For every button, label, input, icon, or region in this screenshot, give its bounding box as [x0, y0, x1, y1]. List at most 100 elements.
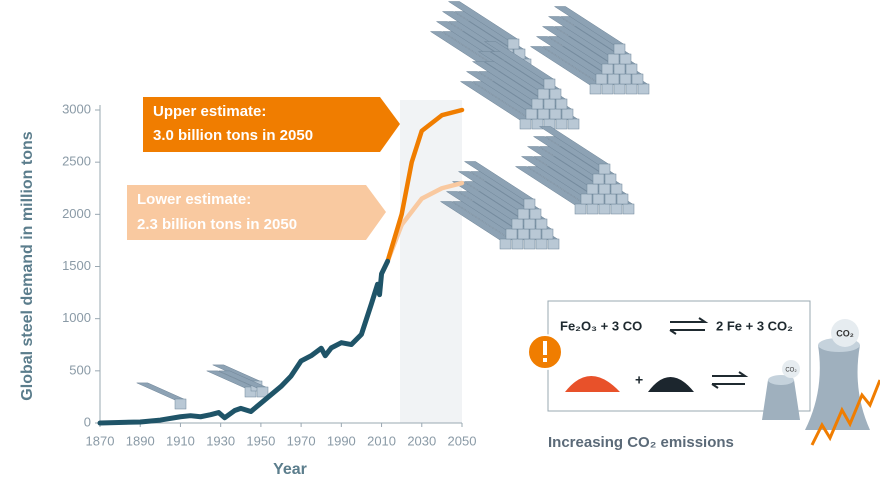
- steel-bar-end: [523, 198, 536, 210]
- steel-bar-end: [592, 193, 605, 205]
- chimney: [762, 380, 800, 420]
- annotation: 3.0 billion tons in 2050: [153, 127, 313, 144]
- steel-bar-end: [637, 83, 650, 95]
- steel-bar: [136, 382, 187, 401]
- steel-bar-end: [549, 108, 562, 120]
- steel-bar-end: [523, 218, 536, 230]
- x-tick-label: 2050: [448, 433, 477, 448]
- co2-cloud: [831, 319, 859, 347]
- steel-bar-end: [511, 238, 524, 250]
- equation: 2 Fe + 3 CO₂: [716, 318, 793, 333]
- y-tick-label: 3000: [62, 101, 91, 116]
- steel-bar-end: [607, 73, 620, 85]
- equilibrium-arrow: [669, 317, 709, 335]
- steel-bar-end: [595, 73, 608, 85]
- y-tick-label: 2500: [62, 154, 91, 169]
- steel-bar-end: [613, 43, 626, 55]
- x-tick-label: 1990: [327, 433, 356, 448]
- steel-bar-end: [586, 183, 599, 195]
- steel-bar-end: [598, 203, 611, 215]
- equation: Fe₂O₃ + 3 CO: [560, 318, 642, 333]
- steel-bar-end: [549, 88, 562, 100]
- steel-bar-end: [517, 208, 530, 220]
- steel-bar-end: [537, 108, 550, 120]
- steel-bar-end: [625, 63, 638, 75]
- steel-bar-end: [625, 83, 638, 95]
- steel-bar-end: [598, 163, 611, 175]
- y-tick-label: 500: [69, 362, 91, 377]
- rising-arrow: [810, 379, 880, 446]
- co2-label: CO₂: [785, 368, 797, 374]
- steel-bar-end: [519, 118, 532, 130]
- steel-bar-end: [505, 228, 518, 240]
- coke-pile: [648, 377, 694, 392]
- x-tick-label: 1950: [246, 433, 275, 448]
- y-tick-label: 0: [84, 414, 91, 429]
- steel-bar-end: [607, 53, 620, 65]
- steel-bar-end: [604, 193, 617, 205]
- steel-bar-end: [589, 83, 602, 95]
- chimney: [805, 345, 870, 430]
- steel-bar-end: [543, 78, 556, 90]
- steel-bar-end: [256, 386, 269, 398]
- steel-bar-end: [631, 73, 644, 85]
- steel-bar-end: [574, 203, 587, 215]
- steel-bar-end: [619, 73, 632, 85]
- steel-bar-end: [610, 183, 623, 195]
- steel-bar-end: [622, 203, 635, 215]
- co2-cloud: [782, 360, 800, 378]
- steel-bar-end: [511, 218, 524, 230]
- steel-bar-end: [619, 53, 632, 65]
- steel-bar-end: [529, 228, 542, 240]
- steel-bar-end: [244, 386, 257, 398]
- y-axis-title: Global steel demand in million tons: [19, 131, 36, 400]
- y-tick-label: 2000: [62, 206, 91, 221]
- annotation: Upper estimate:: [153, 103, 266, 120]
- iron-ore-pile: [565, 376, 620, 392]
- warning-icon: [543, 341, 547, 355]
- steel-bar-end: [613, 63, 626, 75]
- steel-bar-end: [601, 63, 614, 75]
- caption: Increasing CO₂ emissions: [548, 434, 734, 451]
- warning-icon: [543, 358, 547, 362]
- x-tick-label: 2010: [367, 433, 396, 448]
- steel-illustrations: [136, 1, 650, 410]
- projection-band: [400, 100, 462, 423]
- plus: +: [635, 372, 643, 388]
- steel-bar-end: [613, 83, 626, 95]
- steel-bar-end: [543, 98, 556, 110]
- x-tick-label: 1870: [86, 433, 115, 448]
- steel-bar-end: [531, 118, 544, 130]
- upper-callout: [143, 97, 400, 152]
- steel-bar-end: [517, 228, 530, 240]
- line-series: [97, 258, 391, 426]
- steel-bar-end: [567, 118, 580, 130]
- steel-bar-end: [561, 108, 574, 120]
- steel-bar-end: [537, 88, 550, 100]
- steel-bar-end: [523, 238, 536, 250]
- x-tick-label: 1930: [206, 433, 235, 448]
- x-tick-label: 1910: [166, 433, 195, 448]
- steel-bar-end: [555, 118, 568, 130]
- steel-bar-end: [580, 193, 593, 205]
- steel-bar-end: [601, 83, 614, 95]
- steel-bar-end: [592, 173, 605, 185]
- steel-bar-end: [598, 183, 611, 195]
- x-tick-label: 1970: [287, 433, 316, 448]
- steel-bar-end: [616, 193, 629, 205]
- x-tick-label: 1890: [126, 433, 155, 448]
- x-tick-label: 2030: [407, 433, 436, 448]
- steel-bar-end: [535, 218, 548, 230]
- steel-bar-end: [529, 208, 542, 220]
- line-series: [385, 107, 465, 264]
- annotation: Lower estimate:: [137, 191, 251, 208]
- y-tick-label: 1500: [62, 258, 91, 273]
- steel-bar-end: [555, 98, 568, 110]
- x-axis-title: Year: [273, 461, 307, 478]
- y-tick-label: 1000: [62, 310, 91, 325]
- steel-bar-end: [610, 203, 623, 215]
- steel-bar-end: [531, 98, 544, 110]
- steel-bar-end: [586, 203, 599, 215]
- steel-bar-end: [499, 238, 512, 250]
